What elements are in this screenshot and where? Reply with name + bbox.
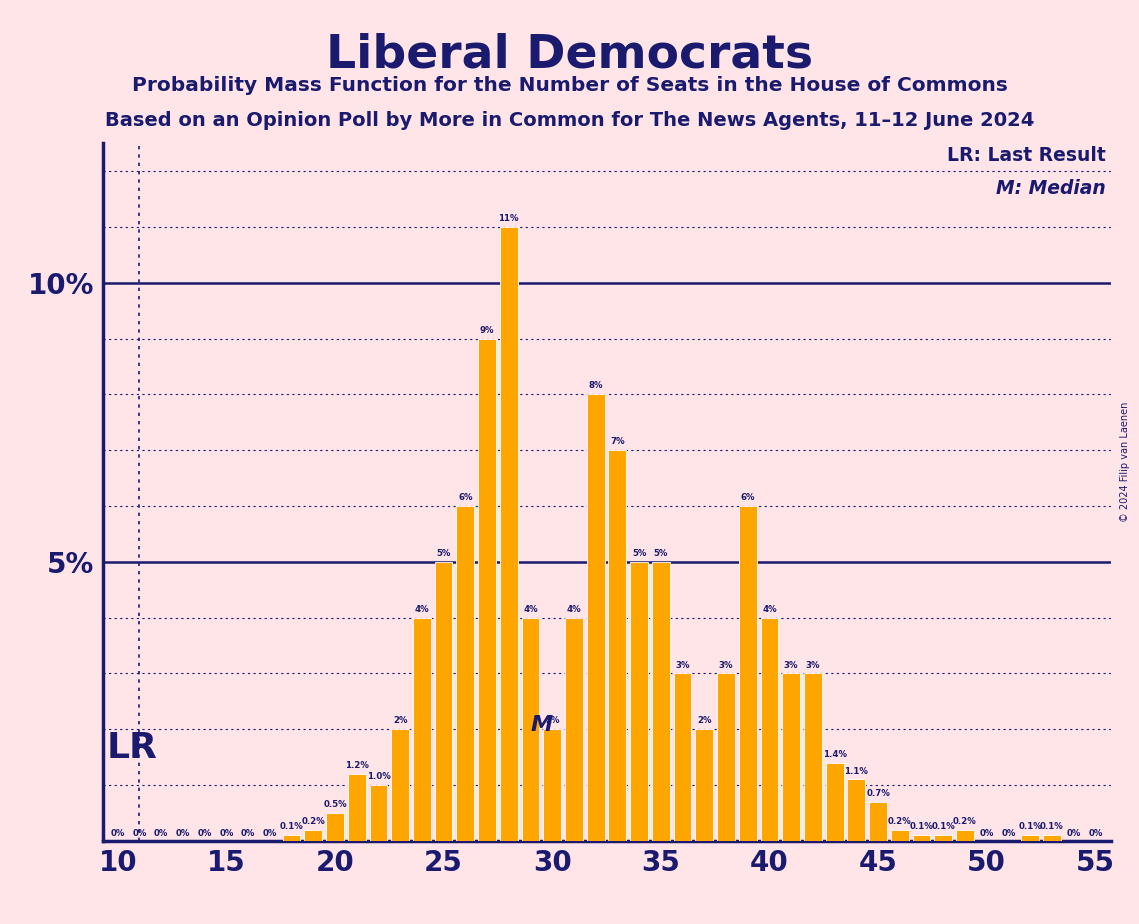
Text: 5%: 5% [654, 549, 667, 558]
Text: 0.7%: 0.7% [866, 789, 890, 797]
Text: 6%: 6% [458, 493, 473, 502]
Bar [739, 506, 756, 841]
Text: 8%: 8% [589, 382, 603, 391]
Bar [652, 562, 670, 841]
Text: 0%: 0% [240, 829, 255, 838]
Bar [1022, 835, 1039, 841]
Bar [347, 774, 366, 841]
Text: 0.1%: 0.1% [932, 822, 956, 832]
Bar [457, 506, 474, 841]
Bar [826, 762, 844, 841]
Text: LR: Last Result: LR: Last Result [948, 146, 1106, 165]
Bar [543, 729, 562, 841]
Text: 0.1%: 0.1% [280, 822, 303, 832]
Bar [956, 830, 974, 841]
Text: 5%: 5% [632, 549, 646, 558]
Text: 2%: 2% [393, 716, 408, 725]
Text: 2%: 2% [544, 716, 559, 725]
Bar [912, 835, 931, 841]
Text: 0%: 0% [980, 829, 994, 838]
Bar [478, 338, 495, 841]
Text: 9%: 9% [480, 325, 494, 334]
Bar [500, 227, 517, 841]
Text: 1.1%: 1.1% [844, 767, 868, 775]
Text: 0.5%: 0.5% [323, 800, 346, 809]
Text: 6%: 6% [740, 493, 755, 502]
Bar [718, 674, 735, 841]
Text: 11%: 11% [499, 214, 519, 223]
Text: 0%: 0% [154, 829, 169, 838]
Bar [522, 617, 540, 841]
Bar [587, 395, 605, 841]
Text: 0%: 0% [1001, 829, 1016, 838]
Text: 0%: 0% [197, 829, 212, 838]
Text: 0.2%: 0.2% [302, 817, 325, 826]
Bar [1043, 835, 1060, 841]
Text: LR: LR [107, 732, 157, 765]
Text: 4%: 4% [415, 604, 429, 614]
Text: 0.2%: 0.2% [888, 817, 911, 826]
Bar [282, 835, 301, 841]
Text: 4%: 4% [566, 604, 581, 614]
Text: 5%: 5% [436, 549, 451, 558]
Bar [934, 835, 952, 841]
Text: 0.1%: 0.1% [1040, 822, 1064, 832]
Bar [435, 562, 452, 841]
Text: 4%: 4% [523, 604, 538, 614]
Text: 0%: 0% [1066, 829, 1081, 838]
Text: 0%: 0% [219, 829, 233, 838]
Text: M: M [531, 715, 552, 735]
Bar [804, 674, 822, 841]
Text: 0%: 0% [110, 829, 125, 838]
Bar [630, 562, 648, 841]
Text: 0.1%: 0.1% [910, 822, 933, 832]
Text: Liberal Democrats: Liberal Democrats [326, 32, 813, 78]
Text: 3%: 3% [784, 661, 798, 670]
Text: 3%: 3% [675, 661, 690, 670]
Bar [869, 802, 887, 841]
Text: 3%: 3% [719, 661, 734, 670]
Text: 0%: 0% [175, 829, 190, 838]
Bar [673, 674, 691, 841]
Text: 0%: 0% [132, 829, 147, 838]
Bar [326, 813, 344, 841]
Bar [413, 617, 431, 841]
Bar [608, 450, 626, 841]
Text: M: Median: M: Median [997, 179, 1106, 199]
Text: 1.2%: 1.2% [345, 761, 369, 770]
Bar [696, 729, 713, 841]
Bar [565, 617, 583, 841]
Bar [761, 617, 778, 841]
Text: 7%: 7% [611, 437, 624, 446]
Text: 0.1%: 0.1% [1018, 822, 1042, 832]
Text: 0%: 0% [263, 829, 277, 838]
Bar [782, 674, 800, 841]
Bar [304, 830, 322, 841]
Text: 1.0%: 1.0% [367, 772, 391, 781]
Text: 0%: 0% [1088, 829, 1103, 838]
Text: © 2024 Filip van Laenen: © 2024 Filip van Laenen [1121, 402, 1130, 522]
Text: 0.2%: 0.2% [953, 817, 977, 826]
Bar [891, 830, 909, 841]
Text: 3%: 3% [805, 661, 820, 670]
Bar [391, 729, 409, 841]
Bar [847, 780, 866, 841]
Text: 4%: 4% [762, 604, 777, 614]
Text: 2%: 2% [697, 716, 712, 725]
Bar [369, 785, 387, 841]
Text: Probability Mass Function for the Number of Seats in the House of Commons: Probability Mass Function for the Number… [132, 76, 1007, 95]
Text: 1.4%: 1.4% [822, 749, 846, 759]
Text: Based on an Opinion Poll by More in Common for The News Agents, 11–12 June 2024: Based on an Opinion Poll by More in Comm… [105, 111, 1034, 130]
